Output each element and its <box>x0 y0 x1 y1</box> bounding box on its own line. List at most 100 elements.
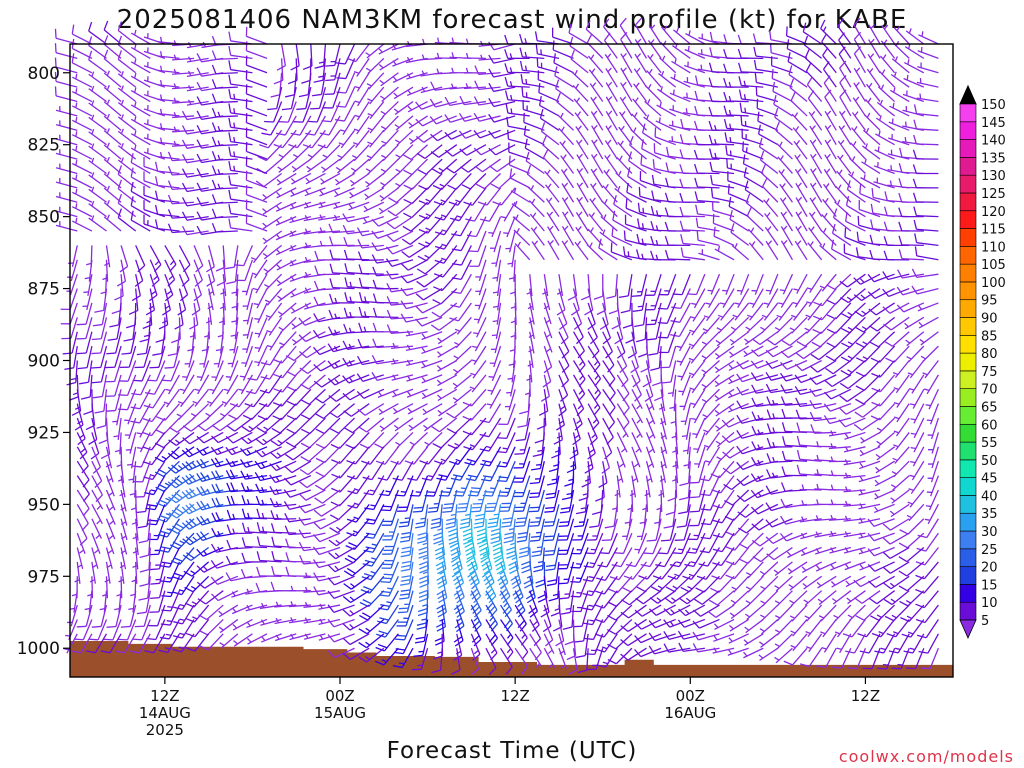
wind-barb <box>868 24 881 45</box>
wind-barb <box>181 154 209 164</box>
wind-barb <box>727 647 749 656</box>
wind-barb <box>677 360 691 381</box>
wind-barb <box>187 331 195 354</box>
wind-barb <box>167 165 195 176</box>
wind-barb <box>148 273 158 302</box>
wind-barb <box>418 187 443 206</box>
wind-barb <box>920 647 940 670</box>
wind-barb <box>927 446 940 469</box>
wind-barb <box>599 302 609 330</box>
wind-barb <box>538 83 560 103</box>
wind-barb <box>54 86 78 103</box>
wind-barb <box>751 331 779 346</box>
wind-barb <box>545 183 560 203</box>
wind-barb <box>838 32 852 59</box>
wind-barb <box>583 547 604 568</box>
wind-barb <box>430 504 443 529</box>
wind-barb <box>103 171 122 189</box>
wind-barb <box>223 374 239 395</box>
wind-barb <box>870 219 895 232</box>
colorbar-label: 105 <box>981 258 1006 273</box>
wind-barb <box>710 175 735 189</box>
wind-barb <box>874 475 895 487</box>
wind-barb <box>881 24 896 45</box>
wind-barb <box>296 87 312 111</box>
wind-barb <box>853 67 866 88</box>
wind-barb <box>508 142 530 160</box>
wind-barb <box>277 288 297 302</box>
wind-barb <box>905 331 925 347</box>
wind-barb <box>664 249 691 261</box>
wind-barb <box>435 547 447 575</box>
wind-barb <box>692 643 720 653</box>
wind-barb <box>557 518 575 541</box>
wind-barb <box>816 647 837 669</box>
wind-barb <box>211 431 239 444</box>
wind-barb <box>305 115 326 136</box>
wind-barb <box>55 163 78 175</box>
wind-barb <box>927 461 940 483</box>
wind-barb <box>634 53 648 74</box>
wind-barb <box>708 106 735 117</box>
colorbar-label: 25 <box>981 543 998 558</box>
wind-barb <box>130 72 151 88</box>
wind-barb <box>132 360 151 382</box>
wind-barb <box>834 619 852 638</box>
wind-barb <box>375 633 399 652</box>
wind-barb <box>828 484 851 491</box>
wind-barb <box>923 374 939 395</box>
wind-barb <box>211 122 238 132</box>
wind-barb <box>71 102 93 117</box>
wind-barb <box>73 619 93 641</box>
wind-barb <box>838 110 852 131</box>
wind-barb <box>507 245 516 268</box>
wind-barb <box>196 196 224 207</box>
wind-barb <box>103 113 122 131</box>
wind-barb <box>855 331 881 348</box>
wind-barb <box>823 75 837 102</box>
wind-barb <box>289 201 312 210</box>
wind-barb <box>342 590 370 604</box>
wind-barb <box>824 110 837 131</box>
wind-barb <box>103 49 122 74</box>
wind-barb <box>395 173 414 190</box>
wind-barb <box>671 288 691 310</box>
wind-barb <box>130 144 151 160</box>
wind-barb <box>576 153 589 174</box>
wind-barb <box>411 648 429 671</box>
wind-barb <box>172 68 195 75</box>
wind-barb <box>395 431 414 449</box>
wind-barb <box>855 345 881 363</box>
wind-barb <box>71 160 93 175</box>
wind-barb <box>391 342 414 349</box>
colorbar-label: 140 <box>981 134 1006 149</box>
wind-barb <box>271 550 297 563</box>
wind-barb <box>298 72 312 98</box>
wind-barb <box>399 518 414 543</box>
wind-barb <box>299 460 326 476</box>
wind-barb <box>174 302 184 330</box>
wind-barb <box>556 274 564 296</box>
wind-barb <box>888 134 910 146</box>
wind-barb <box>196 211 224 221</box>
wind-barb <box>401 230 428 245</box>
wind-barb <box>713 633 735 642</box>
wind-barb <box>98 418 109 445</box>
wind-barb <box>854 302 881 318</box>
wind-barb <box>71 24 93 45</box>
wind-barb <box>114 432 122 455</box>
wind-barb <box>484 576 497 604</box>
wind-barb <box>513 227 531 246</box>
wind-barb <box>533 547 545 573</box>
wind-barb <box>262 230 283 245</box>
wind-barb <box>386 324 414 334</box>
wind-barb <box>714 403 735 417</box>
wind-barb <box>871 360 896 378</box>
wind-barb <box>415 302 443 314</box>
wind-barb <box>559 140 575 160</box>
wind-barb <box>708 590 735 606</box>
wind-barb <box>254 446 282 458</box>
wind-barb <box>883 250 910 261</box>
wind-barb <box>545 547 560 571</box>
wind-barb <box>742 154 764 175</box>
